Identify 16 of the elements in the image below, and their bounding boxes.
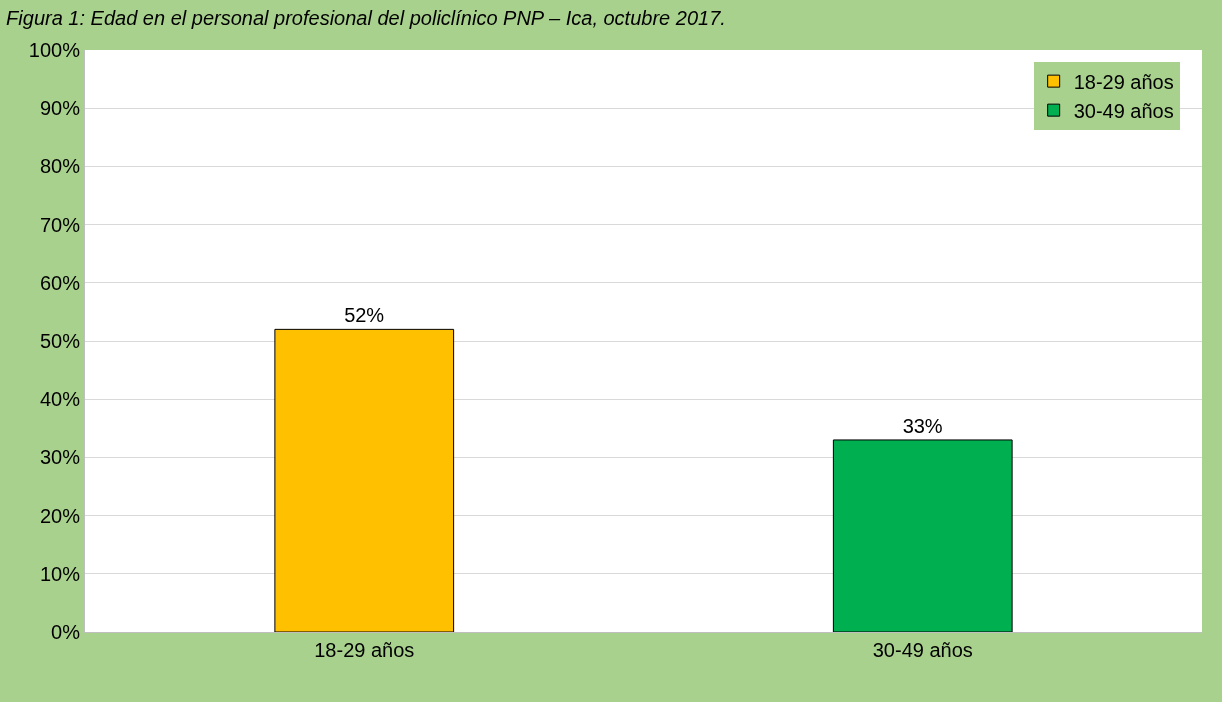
text: 52% bbox=[344, 304, 385, 327]
y-tick-label: 0% bbox=[51, 621, 81, 643]
y-tick-label: 50% bbox=[39, 330, 81, 352]
y-tick-label: 10% bbox=[39, 562, 81, 585]
y-tick-label: 60% bbox=[39, 271, 81, 294]
y-tick-label: 70% bbox=[39, 213, 81, 236]
y-tick-label: 90% bbox=[39, 97, 81, 120]
y-tick-label: 80% bbox=[39, 155, 81, 178]
text: 33% bbox=[902, 414, 943, 437]
legend-label: 18-29 años bbox=[1073, 70, 1174, 93]
y-tick-label: 20% bbox=[39, 504, 81, 527]
legend-label: 30-49 años bbox=[1073, 99, 1174, 122]
y-tick-label: 100% bbox=[28, 39, 81, 61]
y-tick-label: 40% bbox=[39, 388, 81, 411]
y-tick-label: 30% bbox=[39, 446, 81, 469]
chart-title: Figura 1: Edad en el personal profesional del policlínico PNP – Ica, octubre 2017. bbox=[6, 6, 726, 29]
